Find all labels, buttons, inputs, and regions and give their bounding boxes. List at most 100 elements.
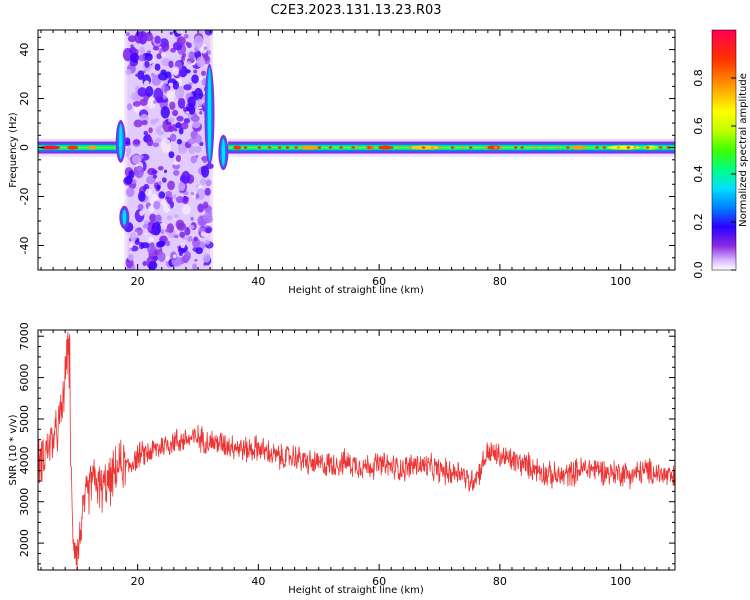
noise-blob [144,60,150,68]
noise-blob [145,53,153,62]
noise-blob [157,251,166,263]
noise-blob [204,30,213,36]
noise-blob [165,256,170,262]
band-dot [493,146,498,149]
band-dot [421,146,426,149]
band-dot [379,146,383,149]
noise-blob [192,121,201,129]
noise-blob [143,80,150,87]
noise-blob [180,122,189,130]
noise-blob [132,100,141,107]
noise-blob [193,87,203,102]
band-hot-spot [67,145,79,150]
noise-blob [150,228,159,236]
spike-core [118,124,123,159]
band-dot [438,146,442,149]
band-dot [277,146,282,149]
noise-blob [124,175,133,185]
noise-blob [176,138,183,145]
spectrogram-x-ticks: 20 40 60 80 100 [40,30,670,288]
noise-blob [139,98,148,106]
noise-blob [152,174,158,179]
noise-blob [183,84,192,91]
snr-x-tick-label: 40 [251,575,265,588]
noise-blob [146,138,154,147]
colorbar-tick-label: 0.6 [692,117,705,135]
noise-blob [203,46,208,50]
noise-blob [138,54,146,62]
snr-y-ticks: 2000 3000 4000 5000 6000 7000 [18,322,675,565]
noise-blob [178,98,184,103]
noise-blob [173,234,179,239]
band-dot [367,146,371,149]
band-dot [483,146,488,149]
noise-blob [178,127,184,135]
snr-x-axis-label: Height of straight line (km) [288,585,424,596]
noise-blob [151,169,158,175]
noise-blob [132,139,141,145]
band-dot [243,146,248,149]
noise-blob [147,96,157,109]
noise-blob [161,42,170,52]
noise-blob [186,42,192,49]
noise-blob [188,105,196,115]
band-dot [499,146,503,149]
snr-x-tick-label: 100 [610,575,631,588]
spectrogram-plot-area [38,30,675,270]
noise-blob [154,35,161,44]
noise-blob [198,76,203,81]
snr-y-tick-label: 3000 [18,488,31,516]
noise-blob [126,147,132,155]
noise-blob [147,133,151,139]
spectrogram-x-tick-label: 20 [131,275,145,288]
noise-blob [157,72,168,81]
snr-y-tick-label: 7000 [18,322,31,350]
noise-blob [203,211,213,223]
spectrogram-y-tick-label: -40 [18,237,31,255]
noise-blob [144,233,148,236]
noise-blob [129,231,138,242]
colorbar-label: Normalized spectral amplitude [738,73,749,227]
noise-blob [127,35,137,43]
noise-blob [157,166,164,171]
noise-blob [161,58,171,67]
noise-blob [173,214,179,219]
noise-blob [201,70,206,76]
band-dot [542,146,546,149]
noise-blob [165,240,171,247]
noise-blob [148,237,155,243]
noise-blob [190,115,200,123]
noise-blob [187,60,192,65]
noise-blob [187,96,196,108]
noise-blob [160,96,169,103]
noise-blob [172,163,181,170]
noise-blob [185,111,190,114]
snr-y-tick-label: 6000 [18,364,31,392]
noise-blob [152,45,160,51]
noise-blob [196,98,203,107]
colorbar: 0.0 0.2 0.4 0.6 0.8 Normalized spectral ampl… [692,29,749,279]
noise-blob [137,87,148,97]
band-dot [513,146,518,149]
spike-core [221,138,226,167]
band-dot [397,146,402,149]
band-dot [616,146,621,149]
noise-blob [178,250,184,257]
band-dot [355,146,360,149]
noise-blob [177,181,186,192]
noise-blob [173,169,180,176]
snr-y-tick-label: 5000 [18,405,31,433]
band-hot-spot [486,145,501,150]
noise-blob [154,137,162,143]
snr-frame [37,329,676,571]
noise-blob [168,151,175,159]
noise-blob [204,239,211,245]
noise-blob [173,254,177,259]
band-dot [285,146,290,149]
spike-core [122,209,127,225]
snr-panel: 20 40 60 80 100 2000 3000 4000 5000 6000 7000 Hei… [8,322,676,596]
band-dot [533,146,538,149]
colorbar-tick-label: 0.2 [692,213,705,231]
noise-blob [160,106,170,119]
band-dot [633,146,637,149]
